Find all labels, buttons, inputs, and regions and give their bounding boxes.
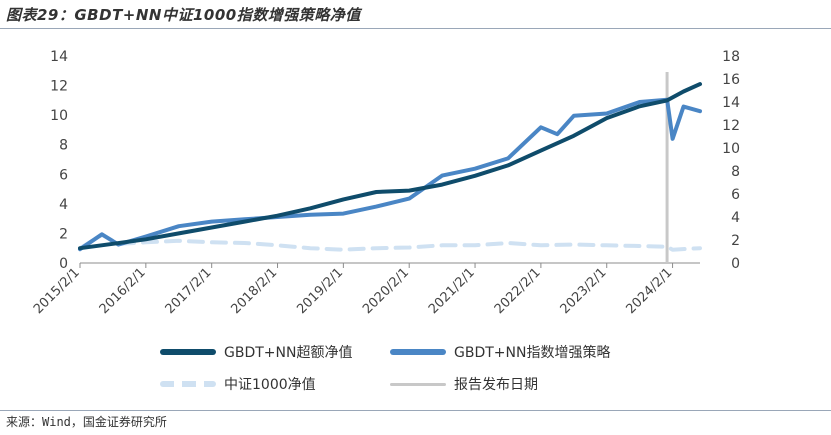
y-right-tick-label: 18	[722, 49, 740, 65]
x-tick-label: 2017/2/1	[163, 265, 215, 317]
y-left-tick-label: 12	[50, 79, 68, 95]
title-divider	[0, 28, 831, 29]
y-right-tick-label: 2	[731, 233, 740, 249]
x-tick-label: 2019/2/1	[294, 265, 346, 317]
y-right-tick-label: 16	[722, 72, 740, 88]
legend: GBDT+NN超额净值 GBDT+NN指数增强策略 中证1000净值 报告发布日…	[160, 338, 680, 408]
legend-label-strategy: GBDT+NN指数增强策略	[454, 345, 611, 361]
legend-item-report-date: 报告发布日期	[390, 374, 538, 394]
source-divider	[0, 410, 831, 411]
x-tick-label: 2024/2/1	[623, 265, 675, 317]
legend-item-strategy: GBDT+NN指数增强策略	[390, 342, 610, 362]
y-left-tick-label: 0	[59, 256, 68, 272]
series-line-excess	[78, 82, 702, 251]
y-right-tick-label: 14	[722, 95, 740, 111]
figure-title: 图表29：GBDT+NN中证1000指数增强策略净值	[6, 6, 361, 24]
source-note: 来源：Wind，国金证券研究所	[6, 415, 167, 429]
legend-label-csi1000: 中证1000净值	[224, 377, 316, 393]
y-left-tick-label: 10	[50, 108, 68, 124]
y-left-tick-label: 4	[59, 197, 68, 213]
y-right-tick-label: 4	[731, 210, 740, 226]
y-right-tick-label: 6	[731, 187, 740, 203]
x-tick-label: 2016/2/1	[97, 265, 149, 317]
y-left-tick-label: 6	[59, 167, 68, 183]
legend-swatch-csi1000	[160, 381, 216, 387]
x-tick-label: 2020/2/1	[360, 265, 412, 317]
y-right-tick-label: 12	[722, 118, 740, 134]
legend-swatch-excess	[160, 349, 216, 355]
x-tick-label: 2022/2/1	[492, 265, 544, 317]
legend-label-report-date: 报告发布日期	[454, 377, 538, 393]
legend-item-csi1000: 中证1000净值	[160, 374, 316, 394]
x-tick-label: 2021/2/1	[426, 265, 478, 317]
legend-swatch-strategy	[390, 349, 446, 355]
y-right-tick-label: 8	[731, 164, 740, 180]
y-right-tick-label: 0	[731, 256, 740, 272]
series-line-strategy	[78, 97, 702, 252]
legend-swatch-report-date	[390, 382, 446, 386]
y-left-tick-label: 2	[59, 226, 68, 242]
y-right-tick-label: 10	[722, 141, 740, 157]
x-tick-label: 2018/2/1	[228, 265, 280, 317]
legend-item-excess: GBDT+NN超额净值	[160, 342, 352, 362]
series-line-csi1000	[78, 232, 702, 252]
x-tick-label: 2015/2/1	[31, 265, 83, 317]
legend-label-excess: GBDT+NN超额净值	[224, 345, 353, 361]
y-left-tick-label: 14	[50, 49, 68, 65]
y-left-tick-label: 8	[59, 138, 68, 154]
x-tick-label: 2023/2/1	[558, 265, 610, 317]
line-chart: 0 2 4 6 8 10 12 14 0 2 4 6 8 10 12 14 16 18 2015/2/1 2016/2…	[31, 49, 740, 317]
